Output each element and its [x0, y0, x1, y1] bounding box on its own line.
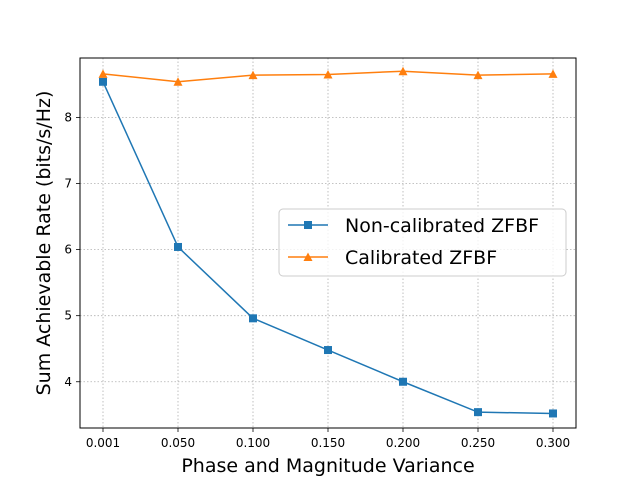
data-point-triangle	[548, 69, 558, 78]
x-tick-label: 0.100	[236, 436, 270, 450]
x-tick-label: 0.200	[386, 436, 420, 450]
data-point-triangle	[98, 69, 108, 78]
x-axis-label: Phase and Magnitude Variance	[181, 455, 474, 477]
legend-label-noncalibrated: Non-calibrated ZFBF	[345, 215, 539, 237]
data-point-square	[324, 346, 332, 355]
data-point-square	[549, 409, 557, 418]
legend-box	[278, 208, 567, 277]
data-point-square	[174, 242, 182, 251]
data-point-square	[99, 77, 107, 86]
y-tick-label: 4	[64, 375, 72, 389]
y-tick-label: 6	[64, 243, 72, 257]
y-tick-label: 8	[64, 110, 72, 124]
data-point-square	[399, 377, 407, 386]
x-tick-label: 0.300	[536, 436, 570, 450]
x-tick-label: 0.001	[86, 436, 120, 450]
data-point-triangle	[173, 77, 183, 86]
x-tick-label: 0.050	[161, 436, 195, 450]
y-axis-label: Sum Achievable Rate (bits/s/Hz)	[33, 91, 55, 396]
x-axis: 0.001 0.050 0.100 0.150 0.200 0.250 0.300	[86, 428, 570, 450]
x-tick-label: 0.250	[461, 436, 495, 450]
legend: Non-calibrated ZFBF Calibrated ZFBF	[278, 208, 567, 277]
data-point-square	[249, 314, 257, 323]
legend-label-calibrated: Calibrated ZFBF	[345, 247, 497, 269]
data-point-square	[474, 408, 482, 417]
data-point-triangle	[473, 70, 483, 80]
data-point-triangle	[248, 70, 258, 80]
y-tick-label: 5	[64, 309, 72, 323]
data-point-triangle	[323, 70, 333, 79]
x-tick-label: 0.150	[311, 436, 345, 450]
y-axis: 4 5 6 7 8	[64, 110, 80, 389]
series-layer	[98, 66, 558, 418]
y-tick-label: 7	[64, 177, 72, 191]
legend-marker-noncalibrated	[304, 221, 312, 229]
data-point-triangle	[398, 66, 408, 76]
legend-marker-calibrated	[303, 252, 313, 261]
